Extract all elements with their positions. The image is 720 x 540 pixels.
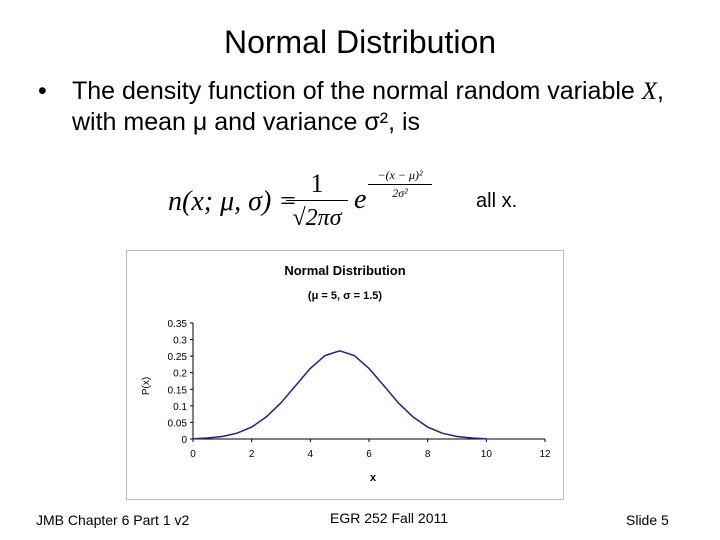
bullet-text: The density function of the normal rando… bbox=[72, 76, 672, 138]
y-tick-label: 0.35 bbox=[168, 319, 188, 330]
y-axis-label: P(x) bbox=[141, 377, 152, 395]
series-layer bbox=[192, 350, 487, 440]
x-axis-label: x bbox=[370, 472, 377, 484]
slide-title: Normal Distribution bbox=[223, 24, 497, 60]
exponent-numerator: −(x − μ)² bbox=[377, 168, 423, 182]
bullet-marker: • bbox=[38, 77, 47, 105]
formula-numerator: 1 bbox=[310, 169, 324, 198]
normal-distribution-chart: Normal Distribution (μ = 5, σ = 1.5) x P… bbox=[126, 250, 564, 500]
footer-course: JMB Chapter 6 Part 1 v2 bbox=[36, 512, 190, 528]
footer-term: EGR 252 Fall 2011 bbox=[330, 510, 449, 526]
bullet-variable: X bbox=[641, 78, 658, 105]
x-tick-label: 0 bbox=[190, 449, 196, 460]
y-tick-label: 0.3 bbox=[173, 336, 187, 347]
x-tick-label: 12 bbox=[539, 449, 551, 460]
series-line bbox=[192, 350, 487, 440]
chart-subtitle: (μ = 5, σ = 1.5) bbox=[308, 290, 383, 302]
y-tick-label: 0.15 bbox=[168, 385, 188, 396]
x-tick-label: 6 bbox=[366, 449, 372, 460]
formula-exponent: −(x − μ)² 2σ² bbox=[368, 168, 432, 201]
chart-title: Normal Distribution bbox=[284, 263, 405, 278]
y-tick-label: 0.25 bbox=[168, 352, 188, 363]
y-tick-label: 0 bbox=[181, 435, 187, 446]
chart-canvas: Normal Distribution (μ = 5, σ = 1.5) x P… bbox=[141, 263, 551, 484]
formula-denominator: √2πσ bbox=[292, 205, 342, 231]
y-tick-label: 0.2 bbox=[173, 369, 187, 380]
footer-slide-number: Slide 5 bbox=[626, 512, 669, 528]
y-tick-label: 0.1 bbox=[173, 402, 187, 413]
axes: 0 0.05 0.1 0.15 0.2 0.25 0.3 0.35 0 2 4 6 8 10 12 bbox=[168, 319, 551, 460]
formula-fraction: 1 √2πσ bbox=[284, 168, 350, 235]
y-tick-label: 0.05 bbox=[168, 418, 188, 429]
x-tick-label: 10 bbox=[481, 449, 493, 460]
fraction-bar bbox=[286, 200, 348, 201]
x-tick-label: 4 bbox=[308, 449, 314, 460]
all-x-note: all x. bbox=[476, 190, 518, 212]
exponent-bar bbox=[368, 184, 432, 185]
formula-base: e bbox=[354, 184, 367, 215]
x-tick-label: 8 bbox=[425, 449, 431, 460]
x-tick-label: 2 bbox=[249, 449, 255, 460]
bullet-text-prefix: The density function of the normal rando… bbox=[72, 77, 642, 105]
bullet-text-suffix: , with mean μ and variance σ², is bbox=[72, 77, 664, 136]
exponent-denominator: 2σ² bbox=[392, 186, 408, 200]
formula-lhs: n(x; μ, σ) = bbox=[168, 186, 298, 217]
